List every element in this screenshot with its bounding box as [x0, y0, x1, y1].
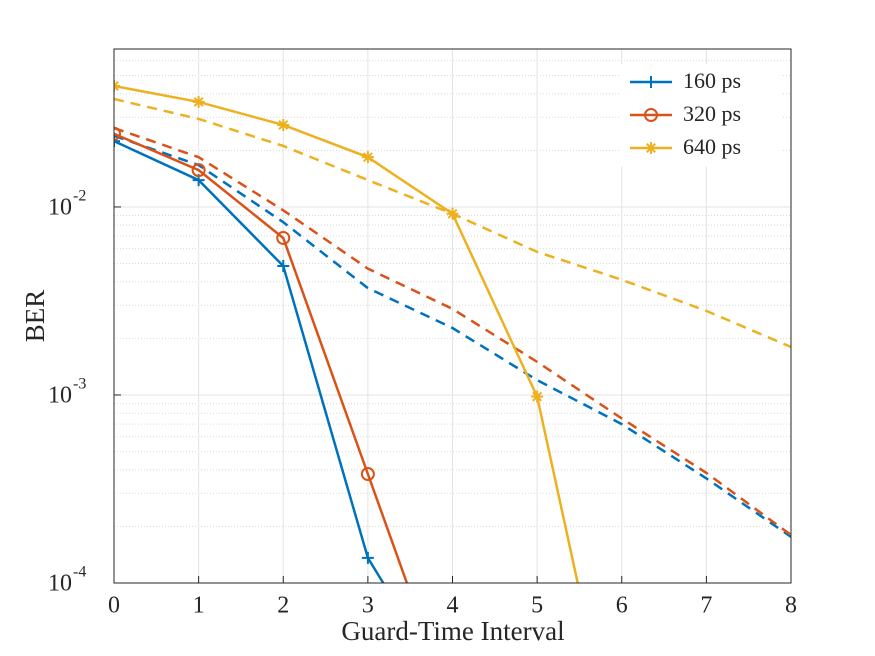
marker [361, 551, 374, 564]
x-tick-label: 8 [785, 593, 797, 619]
x-tick-label: 7 [700, 593, 712, 619]
y-tick-exponent: -3 [73, 376, 86, 393]
marker [192, 95, 205, 108]
marker [276, 230, 291, 245]
legend-label: 640 ps [683, 134, 741, 159]
legend-marker-shape [644, 108, 658, 122]
legend-label: 160 ps [683, 68, 741, 93]
axes-box [113, 48, 792, 584]
legend-marker-shape [645, 76, 657, 88]
x-tick-label: 6 [616, 593, 628, 619]
y-tick-label: 10 [48, 571, 72, 597]
marker [114, 135, 120, 148]
marker-shape [114, 135, 120, 148]
marker-shape [361, 551, 374, 564]
legend-marker [645, 76, 657, 88]
x-tick-label: 4 [447, 593, 459, 619]
plot-lines [114, 79, 791, 583]
dashed-line [114, 126, 791, 537]
marker-shape [277, 260, 290, 273]
dashed-line [114, 134, 791, 538]
legend-label: 320 ps [683, 101, 741, 126]
series-line [114, 132, 409, 583]
x-tick-label: 3 [362, 593, 374, 619]
marker [277, 118, 290, 131]
marker [277, 260, 290, 273]
marker-shape [191, 163, 206, 178]
y-axis-label: BER [20, 290, 50, 343]
y-tick-exponent: -4 [73, 564, 86, 581]
marker-shape [276, 230, 291, 245]
marker-shape [360, 466, 375, 481]
marker-shape [277, 118, 290, 131]
marker [191, 163, 206, 178]
x-tick-label: 0 [108, 593, 120, 619]
x-tick-label: 1 [193, 593, 205, 619]
x-axis-label: Guard-Time Interval [341, 616, 564, 646]
y-tick-label: 10 [48, 382, 72, 408]
marker [360, 466, 375, 481]
x-tick-label: 5 [531, 593, 543, 619]
marker-shape [361, 151, 374, 164]
y-tick-exponent: -2 [73, 188, 86, 205]
marker-shape [114, 126, 121, 141]
legend-marker [644, 108, 658, 122]
legend-marker [645, 142, 657, 154]
marker-shape [192, 95, 205, 108]
marker-shape [446, 207, 459, 220]
y-tick-label: 10 [48, 194, 72, 220]
marker [446, 207, 459, 220]
marker [114, 126, 121, 141]
x-tick-label: 2 [277, 593, 289, 619]
marker-shape [531, 390, 544, 403]
marker [361, 151, 374, 164]
legend: 160 ps 320 ps 640 ps [619, 64, 782, 167]
legend-marker-shape [645, 142, 657, 154]
marker [531, 390, 544, 403]
